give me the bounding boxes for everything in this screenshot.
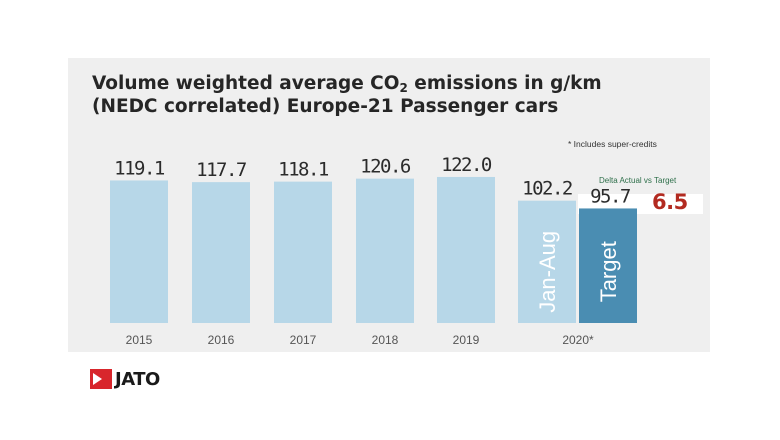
bar-inner-label-target: Target: [596, 241, 621, 302]
jato-logo-mark-icon: [90, 369, 112, 389]
x-tick-label-2017: 2017: [290, 333, 317, 347]
delta-value-background: [639, 194, 703, 214]
bar-inner-label-jan-aug: Jan-Aug: [535, 231, 560, 313]
delta-value: 6.5: [652, 190, 688, 214]
value-label-2019: 122.0: [441, 154, 492, 176]
jato-logo: JATO: [90, 368, 160, 390]
x-tick-label-2015: 2015: [126, 333, 153, 347]
bar-actual-2018: [356, 178, 414, 323]
delta-label: Delta Actual vs Target: [599, 176, 677, 185]
value-label-target-2020: 95.7: [590, 185, 631, 207]
bar-actual-2015: [110, 180, 168, 323]
bar-target-2020: [579, 208, 637, 323]
value-label-2020: 102.2: [522, 178, 572, 200]
super-credits-note: * Includes super-credits: [568, 139, 657, 149]
bar-actual-2017: [274, 181, 332, 323]
x-tick-label-2018: 2018: [372, 333, 399, 347]
value-label-2018: 120.6: [360, 156, 411, 178]
x-tick-label-2020: 2020*: [562, 333, 594, 347]
bar-actual-2016: [192, 182, 250, 323]
x-tick-label-2016: 2016: [208, 333, 235, 347]
chart-title: Volume weighted average CO2 emissions in…: [92, 73, 602, 117]
jato-logo-text: JATO: [115, 368, 160, 390]
value-label-2017: 118.1: [278, 159, 329, 181]
value-label-2016: 117.7: [196, 159, 247, 181]
x-tick-label-2019: 2019: [453, 333, 480, 347]
value-label-2015: 119.1: [114, 157, 165, 179]
bar-actual-2020: [518, 200, 576, 323]
bar-actual-2019: [437, 176, 495, 323]
